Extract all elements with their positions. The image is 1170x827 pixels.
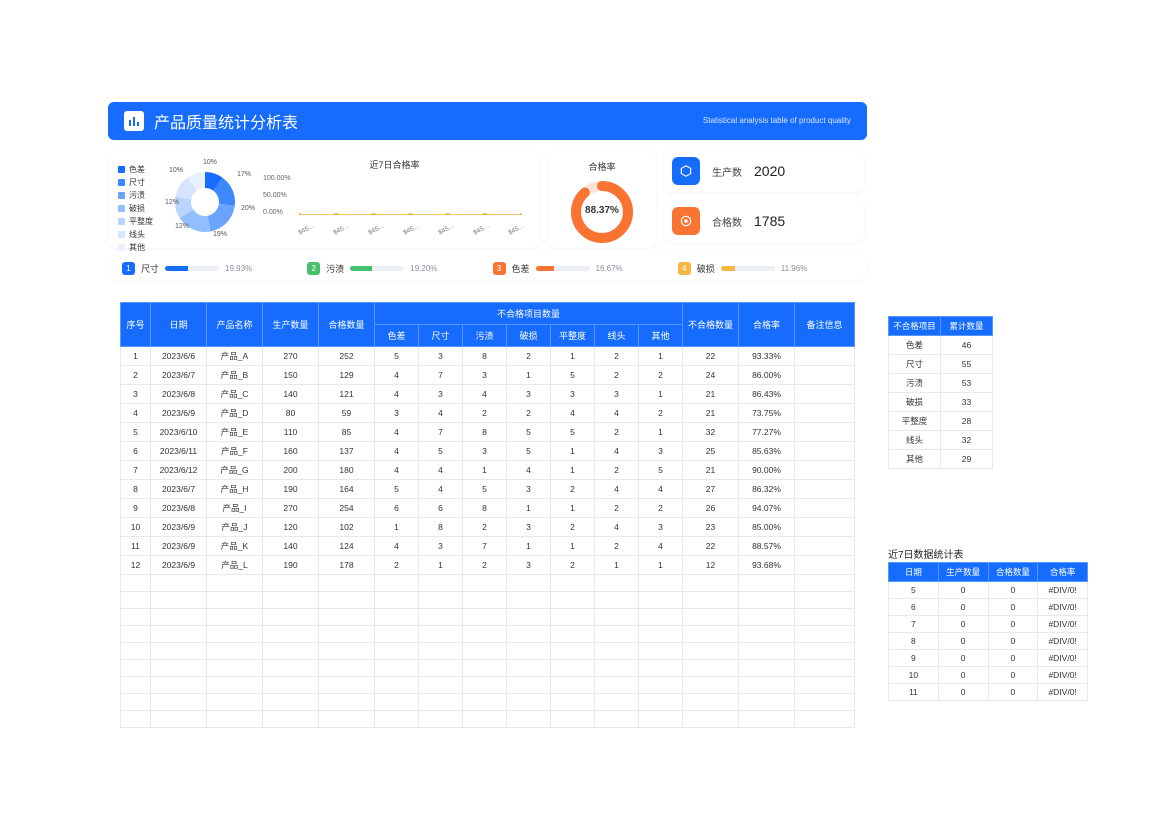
table-row — [121, 711, 855, 728]
table-row — [121, 677, 855, 694]
legend-item: 平整度 — [118, 216, 153, 227]
pass-rate-value: 88.37% — [569, 205, 635, 216]
page-title: 产品质量统计分析表 — [154, 109, 298, 133]
rank-item: 3色差16.67% — [493, 262, 668, 275]
table-row: 色差46 — [889, 336, 993, 355]
rank-bar: 1尺寸19.93% 2污渍19.20% 3色差16.67% 4破损11.96% — [108, 256, 867, 280]
weekly-table: 日期生产数量合格数量合格率500#DIV/0!600#DIV/0!700#DIV… — [888, 562, 1088, 701]
table-row: 500#DIV/0! — [889, 582, 1088, 599]
rank-item: 4破损11.96% — [678, 262, 853, 275]
card-stats: 生产数 2020 合格数 1785 — [664, 150, 864, 248]
table-row: 62023/6/11产品_F16013745351432585.63% — [121, 442, 855, 461]
svg-text:12%: 12% — [165, 199, 179, 206]
table-row: 800#DIV/0! — [889, 633, 1088, 650]
table-row: 22023/6/7产品_B15012947315222486.00% — [121, 366, 855, 385]
table-row — [121, 592, 855, 609]
table-row: 1000#DIV/0! — [889, 667, 1088, 684]
table-row: 92023/6/8产品_I27025466811222694.07% — [121, 499, 855, 518]
svg-text:17%: 17% — [237, 171, 251, 178]
table-row — [121, 643, 855, 660]
defect-summary-table: 不合格项目累计数量色差46尺寸55污渍53破损33平整度28线头32其他29 — [888, 316, 993, 469]
legend-item: 线头 — [118, 229, 153, 240]
donut-chart: 10% 17% 20% 19% 12% 12% 10% — [159, 158, 259, 240]
main-table: 序号日期产品名称 生产数量合格数量 不合格项目数量 不合格数量合格率备注信息 色… — [120, 302, 855, 728]
table-row: 700#DIV/0! — [889, 616, 1088, 633]
rank-item: 2污渍19.20% — [307, 262, 482, 275]
table-row: 12023/6/6产品_A27025253821212293.33% — [121, 347, 855, 366]
table-row — [121, 660, 855, 677]
card-pass-rate: 合格率 88.37% — [548, 150, 656, 248]
header-bar: 产品质量统计分析表 Statistical analysis table of … — [108, 102, 867, 140]
table-row: 900#DIV/0! — [889, 650, 1088, 667]
table-row: 其他29 — [889, 450, 993, 469]
table-row — [121, 626, 855, 643]
table-row: 污渍53 — [889, 374, 993, 393]
table-row: 102023/6/9产品_J12010218232432385.00% — [121, 518, 855, 537]
page-subtitle: Statistical analysis table of product qu… — [703, 116, 851, 126]
stat-produced: 生产数 2020 — [664, 150, 864, 192]
rank-item: 1尺寸19.93% — [122, 262, 297, 275]
table-row: 52023/6/10产品_E1108547855213277.27% — [121, 423, 855, 442]
table-row: 122023/6/9产品_L19017821232111293.68% — [121, 556, 855, 575]
weekly-table-title: 近7日数据统计表 — [888, 546, 964, 561]
card-charts: 色差尺寸污渍破损平整度线头其他 10%17%20%19%12%12%10% 近7… — [108, 150, 540, 248]
legend-item: 破损 — [118, 203, 153, 214]
svg-text:20%: 20% — [241, 205, 255, 212]
cube-icon — [672, 157, 700, 185]
table-row: 破损33 — [889, 393, 993, 412]
svg-text:19%: 19% — [213, 231, 227, 238]
table-row — [121, 694, 855, 711]
legend-item: 色差 — [118, 164, 153, 175]
svg-text:12%: 12% — [175, 223, 189, 230]
legend-item: 其他 — [118, 242, 153, 253]
table-row: 600#DIV/0! — [889, 599, 1088, 616]
table-row — [121, 575, 855, 592]
chart-icon — [124, 111, 144, 131]
legend-item: 污渍 — [118, 190, 153, 201]
svg-text:10%: 10% — [169, 167, 183, 174]
table-row: 32023/6/8产品_C14012143433312186.43% — [121, 385, 855, 404]
svg-text:10%: 10% — [203, 159, 217, 166]
table-row: 平整度28 — [889, 412, 993, 431]
table-row: 1100#DIV/0! — [889, 684, 1088, 701]
table-row: 112023/6/9产品_K14012443711242288.57% — [121, 537, 855, 556]
table-row: 82023/6/7产品_H19016454532442786.32% — [121, 480, 855, 499]
target-icon — [672, 207, 700, 235]
donut-legend: 色差尺寸污渍破损平整度线头其他 — [118, 164, 153, 240]
table-row: 42023/6/9产品_D805934224422173.75% — [121, 404, 855, 423]
table-row: 尺寸55 — [889, 355, 993, 374]
stat-passed: 合格数 1785 — [664, 200, 864, 242]
line-chart: 近7日合格率 100.00%50.00%0.00%$45…$45…$45…$45… — [259, 158, 530, 240]
table-row: 72023/6/12产品_G20018044141252190.00% — [121, 461, 855, 480]
legend-item: 尺寸 — [118, 177, 153, 188]
table-row — [121, 609, 855, 626]
table-row: 线头32 — [889, 431, 993, 450]
